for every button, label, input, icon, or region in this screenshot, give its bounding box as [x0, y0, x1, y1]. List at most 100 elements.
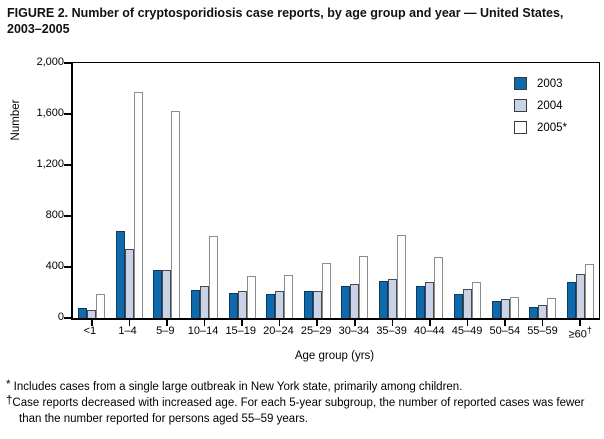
bar-2005-55–59 — [547, 297, 557, 318]
figure-title: FIGURE 2. Number of cryptosporidiosis ca… — [7, 6, 564, 37]
x-tick-label: 55–59 — [527, 325, 558, 337]
bar-2004-15–19 — [237, 291, 247, 318]
bar-group-35–39 — [374, 235, 412, 318]
footnote: †Case reports decreased with increased a… — [6, 395, 585, 426]
bar-2005-40–44 — [434, 257, 444, 318]
x-tick-mark — [278, 320, 281, 326]
legend-label: 2003 — [536, 77, 563, 90]
x-tick-mark — [166, 320, 168, 326]
chart-plot-area: 2003 2004 2005* — [64, 62, 600, 326]
bar-2004-45–49 — [463, 289, 473, 318]
bar-group-50–54 — [486, 296, 524, 318]
x-tick-mark — [429, 320, 431, 326]
x-tick-label: 20–24 — [263, 325, 294, 337]
bar-2004-25–29 — [312, 291, 322, 318]
x-tick-mark — [466, 320, 469, 326]
x-axis-label: Age group (yrs) — [294, 350, 375, 362]
bar-2004-1–4 — [124, 248, 134, 318]
bar-group-≥60 — [562, 264, 600, 318]
x-tick-mark — [316, 320, 318, 326]
x-tick-mark — [541, 320, 544, 326]
bar-2005-30–34 — [359, 255, 369, 318]
bar-2004-30–34 — [350, 284, 360, 318]
bar-2003-20–24 — [266, 293, 276, 318]
bar-group-45–49 — [449, 282, 487, 318]
x-tick-label: <1 — [83, 325, 97, 337]
bar-2003-25–29 — [303, 291, 313, 318]
bar-2004-20–24 — [275, 290, 285, 318]
footnote-marker: † — [6, 395, 13, 408]
bar-2005-≥60 — [584, 264, 594, 318]
y-tick-mark — [64, 266, 72, 268]
bar-2003-10–14 — [191, 289, 201, 318]
bar-group-40–44 — [411, 257, 449, 318]
y-axis-tick-labels: 0 400 800 1,200 1,600 2,000 — [0, 56, 64, 323]
x-tick-label: 45–49 — [451, 325, 483, 337]
chart-legend: 2003 2004 2005* — [513, 77, 567, 143]
legend-item-2003: 2003 — [513, 77, 567, 90]
y-tick-label: 0 — [57, 311, 64, 323]
bar-2005-10–14 — [209, 235, 219, 318]
bar-2005-35–39 — [396, 235, 406, 318]
y-tick-label: 1,600 — [36, 107, 64, 119]
x-axis-tick-labels: <1 1–4 5–9 10–14 15–19 20–24 25–29 30–34 35–39 40… — [71, 325, 599, 341]
x-tick-label: 15–19 — [225, 325, 257, 337]
y-tick-mark — [64, 215, 72, 217]
x-tick-mark — [203, 320, 206, 326]
x-tick-mark — [354, 320, 356, 326]
y-tick-label: 2,000 — [36, 56, 64, 68]
footnote: * Includes cases from a single large out… — [6, 379, 463, 393]
legend-swatch-2003 — [513, 77, 527, 90]
legend-label: 2005* — [536, 121, 567, 134]
bar-2004-50–54 — [500, 298, 510, 318]
bar-2005-1–4 — [133, 92, 143, 318]
y-tick-mark — [64, 164, 72, 166]
legend-swatch-2004 — [513, 99, 527, 112]
x-tick-mark — [128, 320, 131, 326]
bar-2004-≥60 — [575, 274, 585, 318]
bar-2003-35–39 — [378, 281, 388, 318]
bar-2003-<1 — [78, 308, 88, 318]
bar-group-<1 — [73, 293, 111, 318]
x-tick-mark — [579, 320, 581, 326]
bar-group-10–14 — [186, 235, 224, 318]
bar-group-25–29 — [298, 263, 336, 318]
bar-2004-35–39 — [387, 279, 397, 318]
footnote-marker: * — [6, 379, 11, 391]
bar-2003-45–49 — [454, 293, 464, 318]
bar-2004-5–9 — [162, 270, 172, 318]
bar-2003-50–54 — [491, 301, 501, 318]
bar-2003-1–4 — [115, 230, 125, 318]
bar-2004-10–14 — [200, 285, 210, 318]
bar-group-30–34 — [336, 255, 374, 318]
bar-2003-5–9 — [153, 269, 163, 318]
x-tick-label: 50–54 — [489, 325, 521, 337]
bar-2005-15–19 — [246, 275, 256, 318]
bar-2005-20–24 — [284, 275, 294, 318]
x-tick-label: 35–39 — [376, 325, 407, 337]
x-tick-label: ≥60† — [568, 325, 592, 341]
bar-2003-15–19 — [228, 292, 238, 318]
bar-group-5–9 — [148, 111, 186, 318]
bar-2005-<1 — [96, 293, 106, 318]
x-tick-mark — [91, 320, 93, 326]
bar-2003-40–44 — [416, 285, 426, 318]
legend-item-2005: 2005* — [513, 121, 567, 134]
bar-2004-<1 — [87, 309, 97, 318]
bar-2005-45–49 — [472, 282, 482, 318]
bar-2004-55–59 — [538, 304, 548, 318]
x-tick-label: 25–29 — [300, 325, 332, 337]
bar-2003-55–59 — [529, 307, 539, 318]
x-tick-label: 10–14 — [187, 325, 219, 337]
y-tick-mark — [64, 62, 72, 64]
bar-groups — [73, 63, 599, 318]
y-tick-mark — [64, 113, 72, 115]
bar-2003-30–34 — [341, 285, 351, 318]
x-tick-label: 1–4 — [118, 325, 137, 337]
bar-group-1–4 — [111, 92, 149, 318]
x-tick-label: 30–34 — [338, 325, 370, 337]
bar-group-55–59 — [524, 297, 562, 318]
footnotes: * Includes cases from a single large out… — [6, 379, 600, 427]
x-tick-mark — [504, 320, 506, 326]
